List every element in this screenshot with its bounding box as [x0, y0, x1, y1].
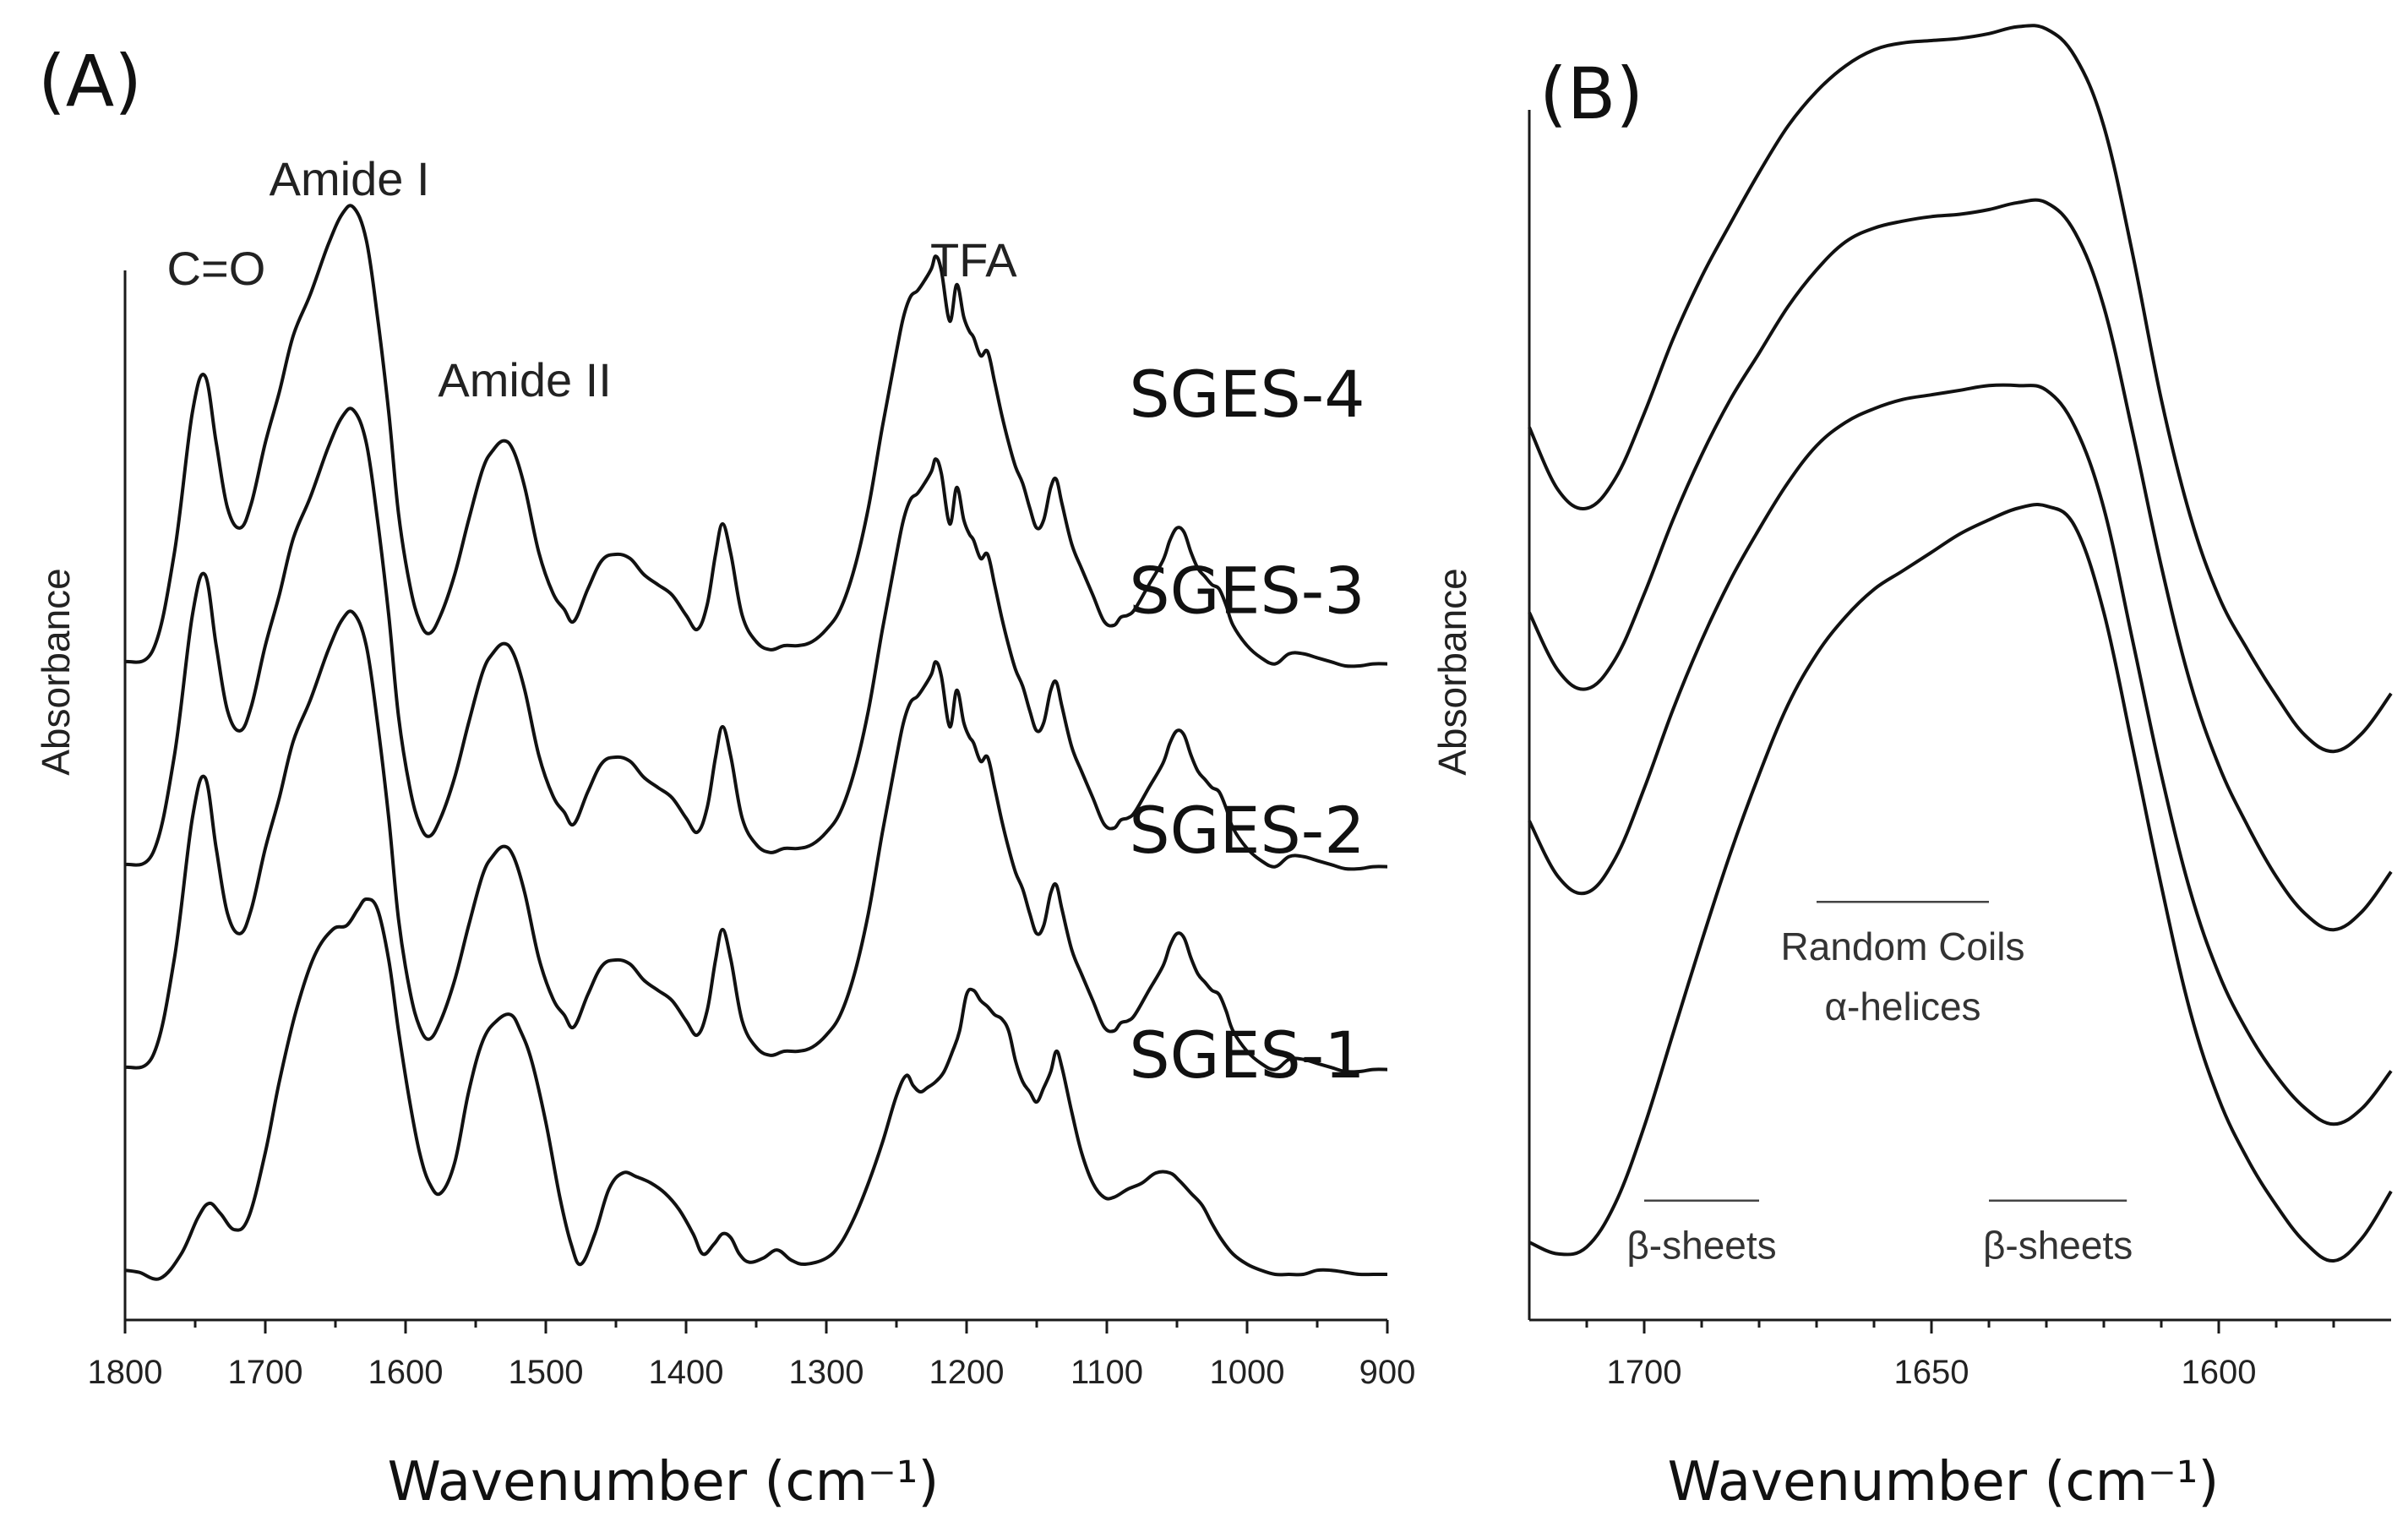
panel-b-x-tick-label: 1650 — [1894, 1354, 1969, 1391]
panel-a-x-tick-label: 1100 — [1071, 1354, 1143, 1391]
series-label-sges-2: SGES-2 — [1129, 793, 1365, 868]
panel-a-label: (A) — [38, 40, 142, 123]
panel-b-x-axis-label: Wavenumber (cm⁻¹) — [1668, 1451, 2220, 1513]
series-label-sges-4: SGES-4 — [1129, 357, 1365, 432]
band-label: Amide II — [438, 353, 611, 406]
band-label: Amide I — [270, 152, 430, 205]
region-label: Random Coils — [1781, 924, 2025, 968]
spectrum-b-sges-2 — [1528, 383, 2393, 1126]
panel-a-x-tick-label: 1600 — [368, 1354, 444, 1391]
panel-b: (B) 1700 1650 1600 Random Coils α-helices β-… — [1430, 24, 2393, 1513]
spectrum-b-sges-1 — [1528, 503, 2393, 1263]
panel-b-label: (B) — [1539, 52, 1643, 135]
panel-b-y-axis-label: Absorbance — [1430, 568, 1474, 776]
region-label: β-sheets — [1626, 1223, 1776, 1267]
panel-a: (A) 1800 1700 1600 1500 1400 1300 1200 1100 1000… — [34, 40, 1415, 1513]
spectrum-sges-3 — [124, 406, 1388, 871]
series-label-sges-3: SGES-3 — [1129, 554, 1365, 629]
panel-a-x-axis-label: Wavenumber (cm⁻¹) — [388, 1451, 940, 1513]
band-label: TFA — [930, 233, 1017, 286]
panel-a-curves — [124, 204, 1388, 1281]
panel-a-x-tick-label: 1800 — [88, 1354, 163, 1391]
region-label-secondary: α-helices — [1824, 984, 1980, 1028]
spectrum-sges-4 — [124, 204, 1388, 668]
panel-a-series-labels: SGES-4 SGES-3 SGES-2 SGES-1 — [1129, 357, 1365, 1093]
panel-a-x-tick-label: 1000 — [1210, 1354, 1285, 1391]
panel-a-x-ticks: 1800 1700 1600 1500 1400 1300 1200 1100 1000 900 — [88, 1320, 1416, 1391]
band-label: C=O — [167, 242, 266, 295]
panel-a-x-tick-label: 1300 — [789, 1354, 864, 1391]
panel-b-curves — [1528, 24, 2393, 1263]
spectrum-sges-2 — [124, 609, 1388, 1074]
panel-a-x-tick-label: 900 — [1359, 1354, 1416, 1391]
panel-a-y-axis-label: Absorbance — [34, 568, 78, 776]
panel-b-x-tick-label: 1700 — [1607, 1354, 1682, 1391]
panel-a-x-tick-label: 1200 — [929, 1354, 1005, 1391]
panel-b-regions: Random Coils α-helices β-sheets β-sheets — [1626, 901, 2133, 1267]
spectrum-b-sges-4 — [1528, 24, 2393, 754]
panel-b-x-tick-label: 1600 — [2182, 1354, 2257, 1391]
spectrum-sges-1 — [124, 897, 1387, 1281]
panel-b-x-ticks: 1700 1650 1600 — [1585, 1320, 2335, 1391]
panel-a-x-tick-label: 1700 — [228, 1354, 303, 1391]
region-label: β-sheets — [1983, 1223, 2133, 1267]
series-label-sges-1: SGES-1 — [1129, 1017, 1365, 1093]
panel-a-x-tick-label: 1500 — [509, 1354, 584, 1391]
panel-a-x-tick-label: 1400 — [649, 1354, 724, 1391]
spectrum-b-sges-3 — [1528, 198, 2393, 932]
